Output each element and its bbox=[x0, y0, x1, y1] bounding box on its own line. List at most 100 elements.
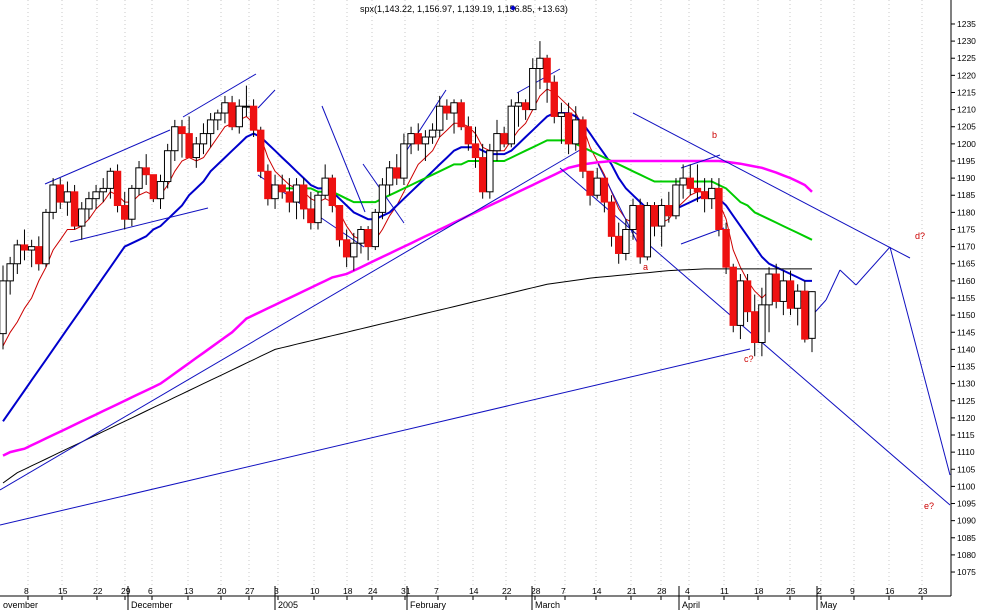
candle-body bbox=[543, 57, 551, 83]
candle-body bbox=[715, 187, 723, 230]
y-tick-label: 1080 bbox=[957, 550, 976, 560]
candle-body bbox=[49, 184, 57, 213]
candle-body bbox=[70, 191, 79, 227]
candle-body bbox=[564, 112, 573, 145]
candle-body bbox=[171, 126, 179, 152]
y-tick-label: 1225 bbox=[957, 53, 976, 63]
month-label: ovember bbox=[3, 600, 38, 610]
x-tick-label: 7 bbox=[561, 586, 566, 596]
candle-body bbox=[142, 167, 150, 176]
y-tick-label: 1200 bbox=[957, 139, 976, 149]
candle-body bbox=[779, 280, 788, 302]
candle-body bbox=[493, 133, 501, 152]
x-tick-label: 6 bbox=[148, 586, 153, 596]
y-tick-label: 1135 bbox=[957, 362, 976, 372]
x-tick-label: 11 bbox=[720, 586, 729, 596]
x-tick-label: 2 bbox=[817, 586, 822, 596]
candle-body bbox=[264, 170, 272, 200]
candle-body bbox=[113, 170, 122, 207]
trendline bbox=[889, 246, 951, 476]
x-tick-label: 3 bbox=[274, 586, 279, 596]
candle-body bbox=[400, 143, 408, 179]
candle-body bbox=[607, 201, 616, 237]
candle-body bbox=[686, 177, 694, 189]
x-tick-label: 13 bbox=[184, 586, 194, 596]
y-tick-label: 1085 bbox=[957, 533, 976, 543]
candle-body bbox=[206, 119, 215, 135]
candle-body bbox=[128, 187, 136, 220]
candle-body bbox=[278, 184, 286, 193]
trendline bbox=[516, 68, 561, 94]
candle-body bbox=[307, 208, 315, 224]
trendline bbox=[182, 73, 257, 118]
candle-body bbox=[443, 105, 451, 114]
candle-body bbox=[299, 184, 308, 210]
x-tick-label: 14 bbox=[592, 586, 602, 596]
candle-body bbox=[657, 205, 666, 227]
candle-body bbox=[743, 280, 752, 313]
x-tick-label: 16 bbox=[885, 586, 895, 596]
candle-body bbox=[192, 143, 201, 159]
candle-body bbox=[27, 246, 36, 251]
candle-body bbox=[765, 273, 773, 306]
candle-body bbox=[63, 191, 72, 203]
candle-body bbox=[178, 126, 186, 135]
candle-body bbox=[622, 228, 630, 254]
candle-body bbox=[471, 143, 480, 159]
candle-body bbox=[643, 205, 652, 258]
candle-body bbox=[700, 191, 709, 200]
candle-body bbox=[665, 205, 673, 217]
candle-body bbox=[557, 112, 566, 117]
y-tick-label: 1100 bbox=[957, 481, 976, 491]
x-tick-label: 7 bbox=[434, 586, 439, 596]
candle-body bbox=[13, 244, 22, 265]
candle-body bbox=[92, 191, 100, 200]
candle-body bbox=[214, 112, 222, 121]
trendline bbox=[839, 269, 857, 286]
trendline bbox=[825, 269, 841, 301]
candle-body bbox=[486, 150, 494, 193]
candle-body bbox=[529, 68, 537, 111]
x-tick-label: 21 bbox=[627, 586, 637, 596]
trendline bbox=[44, 129, 171, 185]
candle-body bbox=[78, 208, 86, 227]
y-tick-label: 1210 bbox=[957, 105, 976, 115]
wave-label: d? bbox=[915, 231, 925, 241]
x-tick-label: 20 bbox=[217, 586, 227, 596]
y-tick-label: 1150 bbox=[957, 310, 976, 320]
candle-body bbox=[393, 167, 401, 179]
candle-body bbox=[378, 184, 387, 213]
candle-body bbox=[679, 177, 687, 186]
y-tick-label: 1105 bbox=[957, 464, 976, 474]
candle-body bbox=[801, 290, 809, 340]
x-tick-label: 10 bbox=[310, 586, 320, 596]
candle-body bbox=[285, 191, 294, 203]
candle-body bbox=[514, 102, 523, 107]
candle-body bbox=[221, 102, 229, 114]
x-tick-label: 8 bbox=[24, 586, 29, 596]
candle-body bbox=[99, 187, 107, 193]
candle-body bbox=[736, 280, 745, 326]
grid bbox=[0, 0, 952, 597]
x-tick-label: 24 bbox=[368, 586, 378, 596]
y-axis: 1075 1080 1085 1090 1095 1100 1105 1110 1115 1120… bbox=[951, 19, 976, 577]
wave-label: b bbox=[712, 130, 717, 140]
candle-body bbox=[135, 167, 143, 189]
trendline bbox=[632, 112, 911, 259]
candle-body bbox=[421, 136, 430, 145]
candle-body bbox=[357, 228, 365, 244]
y-tick-label: 1125 bbox=[957, 396, 976, 406]
trendline bbox=[257, 89, 276, 109]
candle-body bbox=[507, 105, 516, 145]
candle-body bbox=[500, 133, 508, 145]
ma-line bbox=[267, 139, 813, 241]
candle-body bbox=[786, 280, 795, 309]
candle-body bbox=[6, 263, 14, 282]
wave-label: c? bbox=[744, 354, 754, 364]
candle-body bbox=[414, 133, 422, 145]
candle-body bbox=[314, 194, 322, 224]
y-tick-label: 1140 bbox=[957, 344, 976, 354]
candle-body bbox=[235, 105, 243, 128]
y-tick-label: 1155 bbox=[957, 293, 976, 303]
title-marker-dot bbox=[510, 5, 516, 11]
